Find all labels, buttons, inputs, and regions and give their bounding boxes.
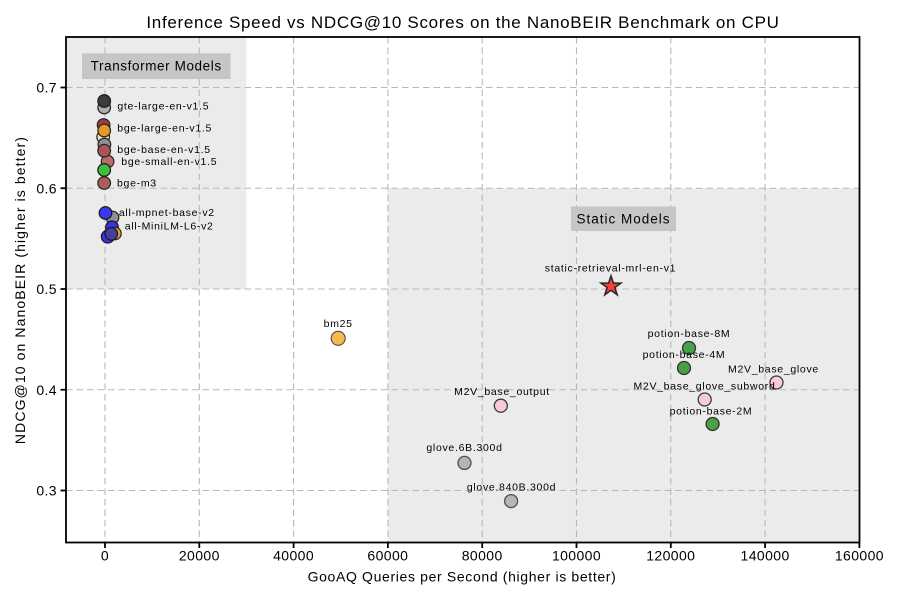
- svg-text:160000: 160000: [835, 548, 884, 564]
- svg-text:0.5: 0.5: [36, 281, 57, 297]
- svg-text:bge-m3: bge-m3: [117, 178, 157, 190]
- svg-text:bge-base-en-v1.5: bge-base-en-v1.5: [117, 144, 211, 156]
- svg-text:60000: 60000: [367, 548, 408, 564]
- svg-text:gte-large-en-v1.5: gte-large-en-v1.5: [117, 100, 209, 112]
- svg-text:potion-base-2M: potion-base-2M: [670, 405, 753, 417]
- svg-text:0: 0: [101, 548, 109, 564]
- svg-text:M2V_base_glove_subword: M2V_base_glove_subword: [633, 381, 775, 393]
- svg-text:M2V_base_glove: M2V_base_glove: [728, 364, 819, 376]
- svg-text:NDCG@10 on NanoBEIR (higher is: NDCG@10 on NanoBEIR (higher is better): [12, 136, 28, 444]
- svg-text:80000: 80000: [462, 548, 503, 564]
- svg-text:glove.840B.300d: glove.840B.300d: [467, 482, 556, 494]
- svg-text:Transformer Models: Transformer Models: [91, 59, 222, 74]
- svg-text:M2V_base_output: M2V_base_output: [454, 386, 550, 398]
- svg-text:20000: 20000: [179, 548, 220, 564]
- svg-text:bm25: bm25: [324, 318, 353, 330]
- svg-text:all-MiniLM-L6-v2: all-MiniLM-L6-v2: [125, 221, 214, 233]
- svg-text:40000: 40000: [273, 548, 314, 564]
- svg-text:bge-small-en-v1.5: bge-small-en-v1.5: [121, 156, 217, 168]
- svg-text:0.6: 0.6: [36, 180, 57, 196]
- svg-text:140000: 140000: [741, 548, 790, 564]
- svg-text:GooAQ Queries per Second (high: GooAQ Queries per Second (higher is bett…: [308, 568, 617, 584]
- svg-text:bge-large-en-v1.5: bge-large-en-v1.5: [117, 123, 212, 135]
- svg-text:Static Models: Static Models: [576, 211, 670, 226]
- svg-text:0.3: 0.3: [36, 483, 57, 499]
- svg-text:120000: 120000: [646, 548, 695, 564]
- svg-text:0.4: 0.4: [36, 382, 57, 398]
- svg-text:potion-base-8M: potion-base-8M: [648, 328, 731, 340]
- svg-text:potion-base-4M: potion-base-4M: [643, 349, 726, 361]
- svg-text:static-retrieval-mrl-en-v1: static-retrieval-mrl-en-v1: [545, 262, 676, 274]
- svg-text:Inference Speed vs NDCG@10 Sco: Inference Speed vs NDCG@10 Scores on the…: [146, 13, 779, 32]
- svg-text:glove.6B.300d: glove.6B.300d: [426, 442, 502, 454]
- svg-text:all-mpnet-base-v2: all-mpnet-base-v2: [119, 207, 215, 219]
- svg-text:0.7: 0.7: [36, 80, 57, 96]
- svg-text:100000: 100000: [552, 548, 601, 564]
